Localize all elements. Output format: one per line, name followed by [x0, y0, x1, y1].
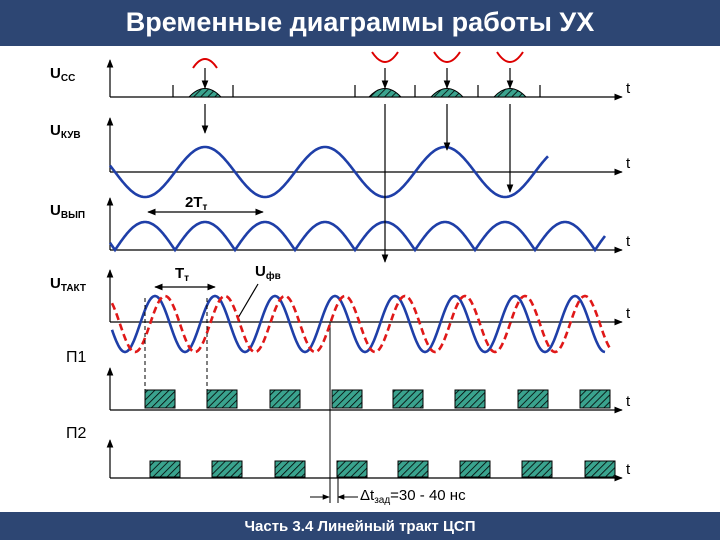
label-sub: КУВ [61, 130, 81, 141]
label-main: U [50, 275, 61, 292]
signal-label: П2 [66, 425, 87, 442]
ann-main: U [255, 263, 266, 280]
pulse [517, 389, 549, 409]
pulse [206, 389, 238, 409]
label-sub: ТАКТ [61, 283, 86, 294]
waveform [110, 294, 606, 354]
pulse [149, 460, 181, 478]
marker-arc [433, 51, 461, 63]
pulse [579, 389, 611, 409]
axis-label: t [626, 233, 631, 250]
ann-sub: т [184, 273, 189, 284]
ann-sub: т [203, 202, 208, 213]
pulse-bump [187, 88, 223, 98]
ann-sub: фв [266, 270, 281, 282]
waveform [108, 220, 607, 253]
pulse [274, 460, 306, 478]
ann-main: T [175, 265, 184, 282]
pulse-bump [492, 88, 528, 98]
pulse-bump [367, 88, 403, 98]
signal-label: UСС [50, 65, 75, 84]
pulse [144, 389, 176, 409]
waveform [110, 294, 612, 354]
pulse [269, 389, 301, 409]
pulse [211, 460, 243, 478]
marker-arc [496, 51, 524, 63]
axis-label: t [626, 80, 631, 97]
signal-label: UКУВ [50, 122, 81, 141]
label-sub: ВЫП [61, 210, 85, 221]
axis-label: t [626, 305, 631, 322]
pulse [454, 389, 486, 409]
annotation: Tт [175, 265, 189, 284]
marker-arc [192, 58, 218, 69]
ann-main: 2T [185, 194, 203, 211]
label-main: U [50, 65, 61, 82]
axis-label: t [626, 393, 631, 410]
signal-label: П1 [66, 349, 87, 366]
label-sub: СС [61, 73, 75, 84]
label-main: U [50, 122, 61, 139]
axis-label: t [626, 461, 631, 478]
pulse [459, 460, 491, 478]
ann-sub: зад [374, 495, 390, 506]
annotation: Uфв [255, 263, 281, 282]
pulse-bump [429, 88, 465, 98]
pulse [397, 460, 429, 478]
signal-label: UВЫП [50, 202, 85, 221]
axis-label: t [626, 155, 631, 172]
leader-line [237, 283, 259, 319]
pulse [584, 460, 616, 478]
footer-bar [0, 512, 720, 540]
annotation: 2Tт [185, 194, 208, 213]
title-bar [0, 0, 720, 46]
marker-arc [371, 51, 399, 63]
title: Временные диаграммы работы УХ [126, 7, 594, 37]
signal-label: UТАКТ [50, 275, 86, 294]
footer: Часть 3.4 Линейный тракт ЦСП [244, 518, 475, 535]
ann-main: Δt [360, 487, 375, 504]
annotation: Δtзад=30 - 40 нс [360, 487, 466, 506]
pulse [336, 460, 368, 478]
waveforms: t t t t t t [106, 51, 631, 482]
pulse [331, 389, 363, 409]
pulse [521, 460, 553, 478]
waveform [108, 145, 549, 199]
label-main: U [50, 202, 61, 219]
ann-value: =30 - 40 нс [390, 487, 466, 504]
pulse [392, 389, 424, 409]
